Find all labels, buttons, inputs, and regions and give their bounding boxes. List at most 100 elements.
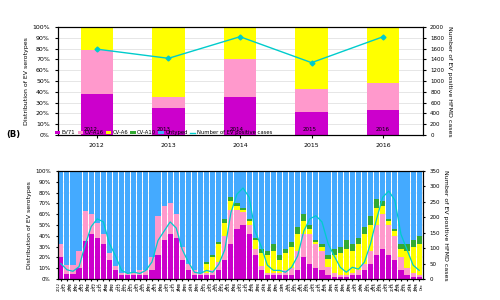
Bar (356, 244, 361, 270)
Bar (320, 247, 324, 251)
Bar (271, 244, 276, 251)
Bar (295, 251, 300, 270)
Bar (216, 262, 222, 270)
Bar (240, 212, 246, 225)
Bar (58, 257, 64, 279)
Bar (264, 171, 270, 251)
Bar (210, 275, 216, 279)
Bar (314, 268, 318, 279)
Bar (416, 277, 422, 279)
Bar (308, 229, 312, 234)
Bar (234, 229, 240, 279)
Bar (228, 201, 234, 210)
Bar (192, 171, 197, 270)
Bar (350, 244, 355, 251)
Bar (113, 270, 118, 279)
Bar (88, 171, 94, 214)
Bar (296, 88, 328, 112)
Bar (332, 272, 336, 277)
Bar (152, 27, 184, 97)
Bar (252, 238, 258, 240)
Bar (398, 244, 404, 249)
Bar (137, 275, 142, 279)
Bar (410, 277, 416, 279)
Bar (344, 171, 349, 240)
Bar (264, 255, 270, 272)
Bar (131, 272, 136, 275)
Bar (216, 244, 222, 262)
Bar (296, 112, 328, 135)
Bar (180, 171, 185, 247)
Bar (344, 275, 349, 277)
Bar (320, 171, 324, 244)
Bar (156, 171, 160, 216)
Bar (152, 97, 184, 108)
Bar (332, 277, 336, 279)
Bar (162, 240, 166, 279)
Bar (386, 221, 392, 225)
Bar (228, 197, 234, 201)
Bar (398, 249, 404, 257)
Bar (308, 264, 312, 279)
Bar (410, 272, 416, 277)
Bar (156, 216, 160, 255)
Bar (70, 265, 76, 274)
Bar (295, 270, 300, 279)
Bar (234, 210, 240, 229)
Bar (295, 234, 300, 251)
Bar (289, 268, 294, 275)
Bar (82, 211, 87, 241)
Bar (289, 275, 294, 279)
Bar (119, 171, 124, 272)
Bar (271, 251, 276, 272)
Bar (392, 260, 398, 279)
Bar (94, 171, 100, 223)
Bar (362, 234, 367, 264)
Bar (240, 171, 246, 208)
Bar (246, 218, 252, 221)
Bar (367, 83, 399, 110)
Bar (326, 255, 330, 259)
Bar (70, 274, 76, 279)
Bar (368, 225, 373, 251)
Text: 2014: 2014 (230, 127, 244, 132)
Bar (404, 275, 409, 279)
Bar (386, 225, 392, 255)
Bar (192, 270, 197, 275)
Bar (64, 265, 70, 274)
Bar (240, 225, 246, 279)
Bar (368, 264, 373, 279)
Bar (277, 171, 282, 255)
Bar (204, 275, 209, 279)
Bar (344, 240, 349, 249)
Bar (344, 249, 349, 275)
Bar (314, 242, 318, 244)
Bar (82, 171, 87, 211)
Bar (308, 234, 312, 264)
Text: (B): (B) (6, 130, 20, 139)
Bar (144, 171, 148, 270)
Bar (156, 255, 160, 279)
Bar (362, 264, 367, 270)
Bar (350, 251, 355, 272)
Bar (119, 272, 124, 275)
Bar (246, 225, 252, 234)
Bar (216, 171, 222, 242)
Bar (283, 249, 288, 253)
Bar (326, 275, 330, 279)
Bar (125, 171, 130, 272)
Bar (416, 236, 422, 244)
Bar (362, 171, 367, 227)
Bar (404, 268, 409, 275)
Text: 2015: 2015 (303, 127, 317, 132)
Bar (222, 236, 228, 260)
Bar (356, 238, 361, 244)
Bar (258, 171, 264, 249)
Bar (76, 251, 82, 268)
Bar (367, 110, 399, 135)
Bar (88, 234, 94, 279)
Bar (150, 257, 154, 270)
Bar (228, 210, 234, 244)
Bar (174, 171, 179, 214)
Bar (350, 272, 355, 275)
